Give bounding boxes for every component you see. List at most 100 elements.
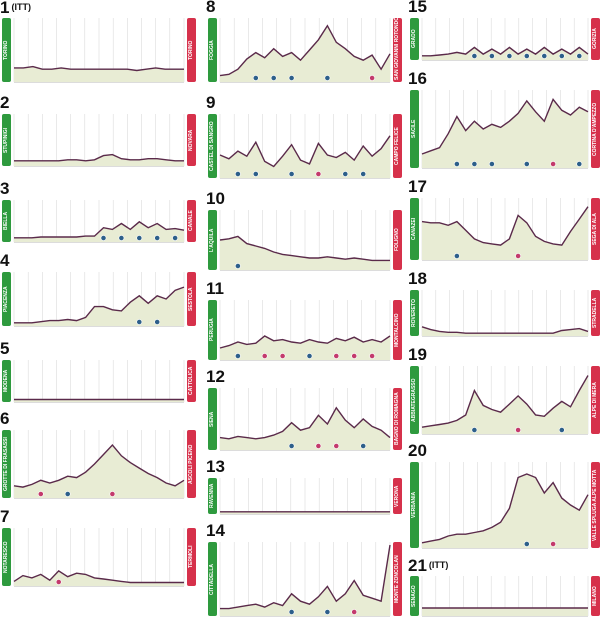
stage-panel-16: 16 SACILE CORTINA D'AMPEZZO — [408, 70, 600, 178]
start-city-label: BIELLA — [2, 200, 11, 242]
stage-number-text: 14 — [206, 521, 225, 540]
stage-panel-1: 1 (ITT) TORINO TORINO — [0, 0, 196, 92]
start-city-label: ROVERETO — [410, 290, 419, 336]
climb-marker — [369, 75, 375, 81]
finish-city-label: SAN GIOVANNI ROTONDO — [393, 18, 402, 82]
start-city-label: ABBIATEGRASSO — [410, 366, 419, 434]
profile-line — [219, 135, 391, 168]
stage-panel-18: 18 ROVERETO STRADELLA — [408, 270, 600, 346]
climb-marker — [306, 353, 313, 359]
start-city-label: CASTEL DI SANGRO — [208, 114, 217, 178]
climb-marker — [506, 53, 513, 59]
climb-marker — [324, 609, 331, 615]
climb-marker — [154, 235, 161, 241]
stage-panel-11: 11 PERUGIA MONTALCINO — [206, 280, 402, 370]
stage-number-text: 8 — [206, 0, 216, 16]
stage-number-text: 12 — [206, 367, 225, 386]
profile-line — [219, 24, 391, 77]
stage-number-text: 19 — [408, 345, 427, 364]
start-city-label: SACILE — [410, 90, 419, 168]
climb-marker — [369, 353, 375, 359]
finish-city-label: VALLE SPLUGA ALPE MOTTA — [591, 462, 600, 548]
profile-line — [421, 206, 589, 246]
elevation-profile-4 — [13, 272, 185, 327]
finish-city-label: ALPE DI MERA — [591, 366, 600, 434]
profile-line — [14, 286, 185, 324]
finish-city-label: BAGNO DI ROMAGNA — [393, 388, 402, 450]
start-city-label: STUPINIGI — [2, 114, 11, 166]
start-city-label: GRADO — [410, 18, 419, 60]
profile-line — [421, 326, 589, 334]
stage-number: 18 — [408, 270, 427, 288]
finish-city-label: ASCOLI PICENO — [187, 430, 196, 498]
profile-line — [13, 443, 185, 488]
climb-marker — [136, 235, 143, 241]
finish-city-label: SESTOLA — [187, 272, 196, 326]
climb-marker — [541, 53, 548, 59]
climb-marker — [234, 263, 241, 269]
climb-marker — [315, 171, 322, 177]
climb-marker — [550, 541, 556, 547]
finish-city-label: CATTOLICA — [187, 360, 196, 402]
elevation-profile-8 — [219, 18, 391, 83]
stage-panel-12: 12 SIENA BAGNO DI ROMAGNA — [206, 367, 402, 460]
climb-marker — [558, 427, 565, 433]
climb-marker — [489, 53, 495, 59]
climb-marker — [288, 75, 295, 81]
stage-number: 8 — [206, 0, 215, 16]
climb-marker — [576, 53, 583, 59]
stage-number-text: 6 — [0, 409, 10, 428]
finish-city-label: CAMPO FELICE — [393, 114, 402, 178]
climb-marker — [288, 171, 295, 177]
stage-number-text: 16 — [408, 69, 427, 88]
climb-marker — [136, 319, 143, 325]
stage-number: 15 — [408, 0, 427, 16]
climb-marker — [154, 319, 161, 325]
stage-number: 3 — [0, 180, 9, 198]
profile-area — [220, 135, 390, 178]
climb-marker — [454, 253, 460, 259]
climb-marker — [333, 443, 340, 449]
stage-panel-13: 13 RAVENNA VERONA — [206, 458, 402, 524]
climb-marker — [333, 353, 340, 359]
climb-marker — [279, 353, 286, 359]
start-city-label: NOTARESCO — [2, 528, 11, 586]
stage-panel-4: 4 PIACENZA SESTOLA — [0, 251, 196, 336]
climb-marker — [270, 75, 277, 81]
climb-marker — [471, 161, 478, 167]
stage-number: 7 — [0, 508, 9, 526]
start-city-label: GROTTE DI FRASASSI — [2, 430, 11, 498]
stage-number-text: 7 — [0, 507, 10, 526]
stage-number-text: 17 — [408, 177, 427, 196]
profile-area — [14, 154, 184, 166]
climb-marker — [37, 491, 44, 497]
stage-panel-20: 20 VERBANIA VALLE SPLUGA ALPE MOTTA — [408, 442, 600, 558]
climb-marker — [55, 579, 62, 585]
stage-panel-2: 2 STUPINIGI NOVARA — [0, 94, 196, 176]
climb-marker — [558, 53, 565, 59]
start-city-label: SENAGO — [410, 576, 419, 616]
profile-line — [421, 473, 589, 544]
climb-marker — [351, 609, 358, 615]
stage-number: 16 — [408, 70, 427, 88]
profile-line — [14, 65, 184, 72]
profile-area — [220, 25, 390, 82]
stage-panel-19: 19 ABBIATEGRASSO ALPE DI MERA — [408, 346, 600, 444]
climb-marker — [342, 171, 349, 177]
elevation-profile-18 — [421, 290, 589, 337]
stage-number-text: 1 — [0, 0, 10, 17]
profile-line — [422, 46, 589, 57]
stage-number: 19 — [408, 346, 427, 364]
stage-number-text: 9 — [206, 93, 216, 112]
stage-number-text: 21 — [408, 556, 427, 575]
profile-area — [220, 336, 390, 360]
stage-number: 10 — [206, 190, 225, 208]
profile-area — [220, 236, 390, 270]
stage-number-text: 15 — [408, 0, 427, 16]
profile-line — [421, 375, 589, 428]
elevation-profile-3 — [13, 200, 185, 243]
profile-area — [14, 445, 184, 498]
climb-marker — [550, 161, 556, 167]
stage-number-text: 4 — [0, 251, 10, 270]
stage-number: 1 (ITT) — [0, 0, 31, 17]
